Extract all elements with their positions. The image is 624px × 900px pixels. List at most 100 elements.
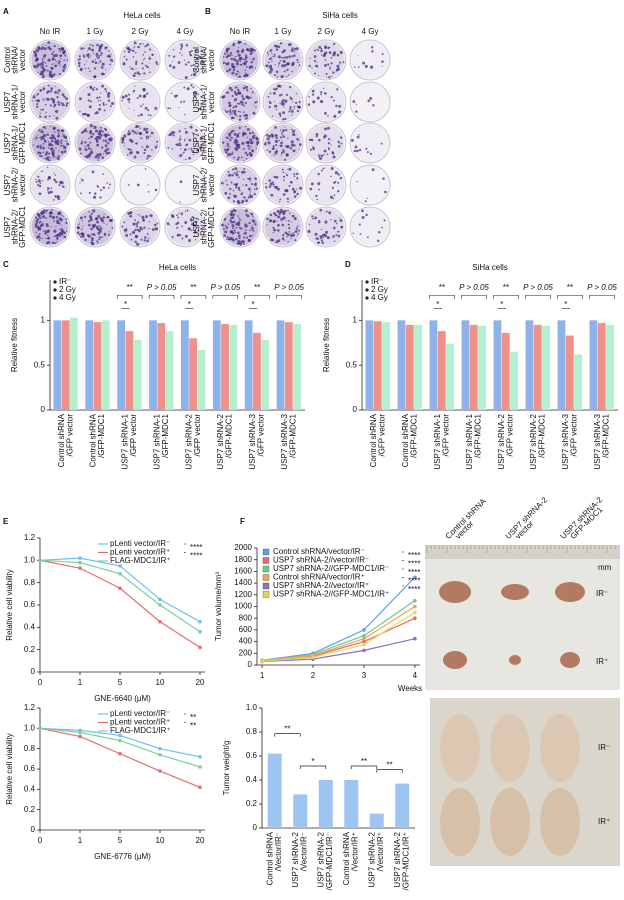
colony — [238, 57, 242, 61]
colony — [329, 66, 331, 68]
colony — [328, 76, 331, 79]
colony — [171, 61, 173, 63]
colony — [60, 142, 63, 145]
colony — [62, 69, 66, 72]
colony — [41, 109, 43, 111]
colony — [56, 111, 58, 114]
point — [198, 630, 202, 634]
colony — [234, 138, 238, 142]
colony — [98, 103, 101, 106]
colony — [123, 55, 126, 58]
colony — [182, 151, 185, 154]
colony — [121, 225, 124, 228]
colony — [311, 215, 314, 218]
dish — [349, 206, 391, 248]
colony — [77, 224, 79, 226]
row-label: USP7 — [192, 216, 201, 237]
colony — [229, 187, 232, 191]
colony — [128, 130, 130, 133]
y-tick-label: 0.6 — [246, 751, 258, 760]
colony — [275, 153, 277, 156]
colony — [223, 228, 225, 230]
colony — [291, 187, 295, 191]
colony — [268, 219, 272, 223]
colony — [237, 146, 241, 149]
colony — [230, 221, 233, 224]
colony — [236, 88, 240, 92]
colony — [250, 227, 252, 229]
colony — [140, 238, 143, 241]
colony — [190, 84, 193, 87]
colony — [85, 60, 88, 62]
colony — [243, 159, 245, 162]
colony — [39, 112, 41, 114]
colony — [282, 135, 285, 138]
colony — [236, 49, 240, 53]
colony — [142, 94, 146, 99]
colony — [41, 61, 45, 64]
x-tick-label: USP7 shRNA-3 — [561, 413, 570, 469]
colony — [237, 156, 240, 159]
colony — [330, 144, 332, 146]
colony — [33, 94, 35, 96]
colony — [102, 139, 105, 142]
colony — [333, 99, 335, 102]
point — [362, 648, 366, 653]
colony — [316, 61, 318, 63]
colony — [283, 70, 286, 73]
legend-label: 4 Gy — [59, 293, 76, 302]
colony — [50, 136, 54, 140]
colony — [57, 103, 61, 106]
colony — [273, 228, 277, 232]
significance: **** — [408, 577, 420, 586]
series-line — [262, 600, 416, 662]
y-tick-label: 0.4 — [24, 784, 36, 793]
colony — [78, 147, 82, 151]
colony — [87, 50, 89, 52]
colony — [246, 215, 248, 217]
colony — [38, 184, 42, 188]
colony — [42, 43, 45, 45]
colony — [57, 155, 60, 158]
colony — [63, 215, 65, 217]
bar — [221, 323, 229, 410]
point — [260, 659, 264, 663]
bar — [61, 320, 70, 410]
colony — [188, 156, 191, 160]
colony — [325, 235, 328, 238]
colony — [99, 196, 102, 199]
colony — [147, 154, 150, 158]
colony — [135, 124, 139, 128]
colony — [143, 134, 145, 136]
colony — [270, 193, 274, 197]
colony — [290, 143, 295, 147]
colony — [147, 191, 150, 193]
colony — [293, 144, 296, 147]
legend-label: Control shRNA/vector/IR⁺ — [273, 573, 365, 582]
colony — [96, 96, 99, 100]
colony — [47, 176, 51, 180]
colony — [358, 134, 360, 136]
colony — [90, 151, 92, 153]
colony — [317, 49, 320, 51]
colony — [282, 212, 286, 216]
colony — [42, 131, 44, 134]
colony — [51, 212, 53, 215]
colony — [66, 59, 69, 61]
colony — [107, 142, 110, 145]
colony — [54, 127, 56, 129]
colony — [46, 133, 49, 136]
colony — [251, 225, 253, 227]
x-tick-label: 4 — [413, 671, 418, 680]
panel-label: A — [3, 7, 9, 16]
colony — [228, 54, 231, 57]
colony — [228, 101, 231, 105]
colony — [92, 227, 95, 229]
colony — [61, 129, 65, 133]
colony — [356, 180, 358, 183]
colony — [56, 135, 59, 138]
colony — [246, 97, 249, 99]
significance: ** — [386, 761, 392, 770]
colony — [193, 234, 196, 236]
colony — [186, 137, 188, 139]
